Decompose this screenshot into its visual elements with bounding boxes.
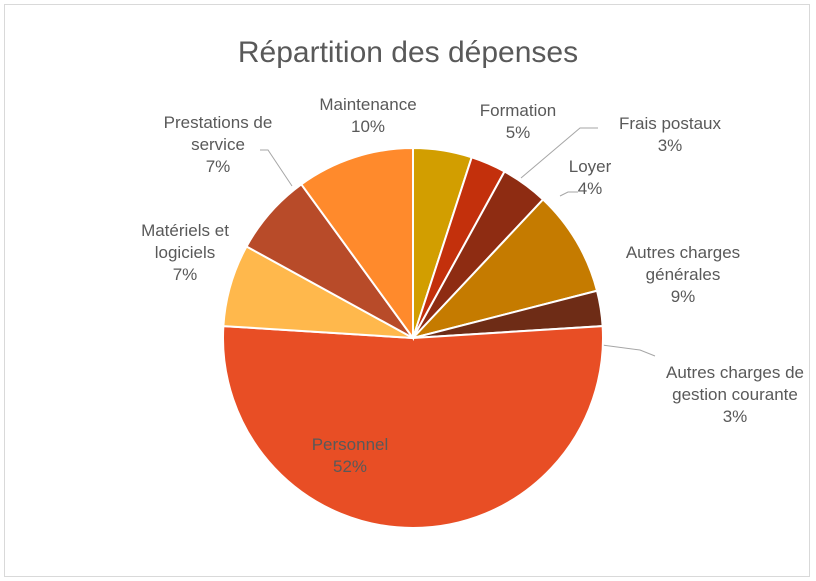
value-label: 3%: [657, 136, 683, 155]
category-label: Matériels et logiciels: [141, 221, 229, 262]
slice-label: Prestations de service 7%: [148, 112, 288, 178]
category-label: Autres charges de gestion courante: [666, 363, 804, 404]
pie-slice: [299, 146, 414, 342]
category-label: Loyer: [568, 157, 612, 176]
slice-label: Formation 5%: [463, 100, 573, 144]
category-label: Personnel: [311, 435, 389, 454]
leader-line: [260, 149, 293, 187]
value-label: 9%: [670, 287, 696, 306]
category-label: Frais postaux: [618, 114, 722, 133]
value-label: 3%: [722, 407, 748, 426]
slice-label: Matériels et logiciels 7%: [120, 220, 250, 286]
slice-label: Maintenance 10%: [308, 94, 428, 138]
pie-slice: [222, 325, 604, 529]
value-label: 5%: [505, 123, 531, 142]
leader-line: [601, 344, 656, 357]
slice-label: Frais postaux 3%: [605, 113, 735, 157]
slice-label: Personnel 52%: [295, 434, 405, 478]
leader-line: [559, 191, 578, 197]
category-label: Prestations de service: [163, 113, 273, 154]
pie-slice: [409, 198, 599, 340]
leader-line: [520, 127, 598, 179]
slice-label: Loyer 4%: [555, 156, 625, 200]
category-label: Formation: [479, 101, 557, 120]
category-label: Maintenance: [319, 95, 417, 114]
value-label: 10%: [350, 117, 386, 136]
value-label: 7%: [172, 265, 198, 284]
value-label: 7%: [205, 157, 231, 176]
slice-label: Autres charges de gestion courante 3%: [650, 362, 816, 428]
category-label: Autres charges générales: [625, 243, 741, 284]
value-label: 52%: [332, 457, 368, 476]
chart-frame: [4, 4, 810, 577]
value-label: 4%: [577, 179, 603, 198]
slice-label: Autres charges générales 9%: [608, 242, 758, 308]
chart-title: Répartition des dépenses: [237, 36, 579, 69]
